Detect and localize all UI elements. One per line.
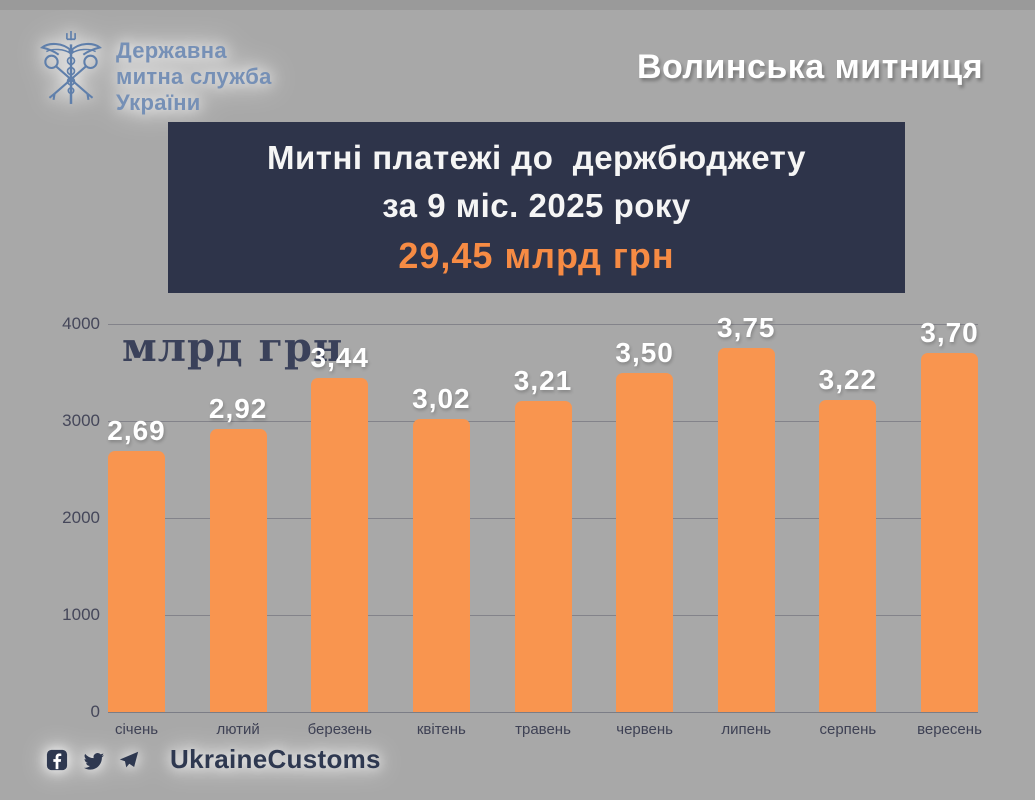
bar-травень xyxy=(514,400,572,712)
bar-column-червень: 3,50 червень xyxy=(615,337,674,738)
bar-column-лютий: 2,92 лютий xyxy=(209,393,267,738)
customs-emblem-icon xyxy=(40,31,102,104)
bar-value-label: 2,92 xyxy=(208,392,268,424)
office-title: Волинська митниця xyxy=(636,48,984,86)
x-axis-line xyxy=(108,712,978,713)
bar-січень xyxy=(108,451,165,712)
facebook-icon xyxy=(46,749,68,770)
y-tick-label-3000: 3000 xyxy=(62,411,100,430)
bar-column-березень: 3,44 березень xyxy=(308,342,372,738)
x-axis-label-квітень: квітень xyxy=(416,721,466,738)
title-line-2: за 9 міс. 2025 року xyxy=(382,186,691,224)
x-axis-label-червень: червень xyxy=(616,721,673,738)
x-axis-label-березень: березень xyxy=(307,721,372,738)
x-axis-label-серпень: серпень xyxy=(819,721,877,738)
bar-column-травень: 3,21 травень xyxy=(514,365,572,738)
bar-вересень xyxy=(921,353,978,712)
y-tick-label-4000: 4000 xyxy=(62,314,100,333)
x-axis-label-січень: січень xyxy=(114,721,159,738)
bar-value-label: 3,22 xyxy=(818,363,878,395)
bar-column-серпень: 3,22 серпень xyxy=(819,364,877,738)
bar-value-label: 3,02 xyxy=(412,383,471,415)
bar-column-січень: 2,69 січень xyxy=(107,415,165,738)
bar-value-label: 3,21 xyxy=(513,364,573,396)
top-band xyxy=(0,0,1035,10)
title-box: Митні платежі до держбюджету за 9 міс. 2… xyxy=(168,122,905,293)
bar-квітень xyxy=(412,419,470,712)
bar-value-label: 3,75 xyxy=(717,312,776,344)
x-axis-label-травень: травень xyxy=(515,721,571,738)
bar-value-label: 3,70 xyxy=(920,317,979,349)
bar-chart: 4000 3000 2000 1000 0 2,69 січень 2,92 лютий 3,4… xyxy=(62,312,982,738)
customs-logo: Державна митна служба України xyxy=(40,30,272,116)
bar-серпень xyxy=(819,399,877,712)
agency-name-line2: митна служба xyxy=(116,64,272,89)
title-total-amount: 29,45 млрд грн xyxy=(398,234,675,276)
bar-березень xyxy=(311,378,369,712)
agency-name-line1: Державна xyxy=(116,38,227,63)
bar-липень xyxy=(717,348,775,712)
x-axis-label-вересень: вересень xyxy=(917,721,982,738)
gridline-4000 xyxy=(108,324,978,325)
agency-name-line3: України xyxy=(116,90,201,115)
chart-unit-label: млрд грн xyxy=(122,324,344,371)
y-tick-label-0: 0 xyxy=(90,702,100,721)
bar-value-label: 3,44 xyxy=(310,342,369,374)
x-axis-label-липень: липень xyxy=(721,721,772,738)
telegram-icon xyxy=(119,751,139,767)
footer-handle: UkraineCustoms xyxy=(170,744,381,774)
bar-column-квітень: 3,02 квітень xyxy=(412,383,470,738)
agency-name: Державна митна служба України xyxy=(116,38,272,116)
bar-value-label: 2,69 xyxy=(107,415,166,447)
title-line-1: Митні платежі до держбюджету xyxy=(267,138,806,176)
bar-лютий xyxy=(209,428,267,712)
x-axis-label-лютий: лютий xyxy=(216,721,260,738)
bar-column-липень: 3,75 липень xyxy=(717,312,775,738)
bar-value-label: 3,50 xyxy=(615,336,674,368)
twitter-icon xyxy=(83,752,104,770)
y-tick-label-1000: 1000 xyxy=(62,605,100,624)
y-tick-label-2000: 2000 xyxy=(62,508,100,527)
bar-column-вересень: 3,70 вересень xyxy=(917,317,982,738)
footer: UkraineCustoms xyxy=(46,744,381,775)
bars-container: 2,69 січень 2,92 лютий 3,44 березень 3,02 квіте… xyxy=(107,312,982,738)
bar-червень xyxy=(616,372,674,712)
